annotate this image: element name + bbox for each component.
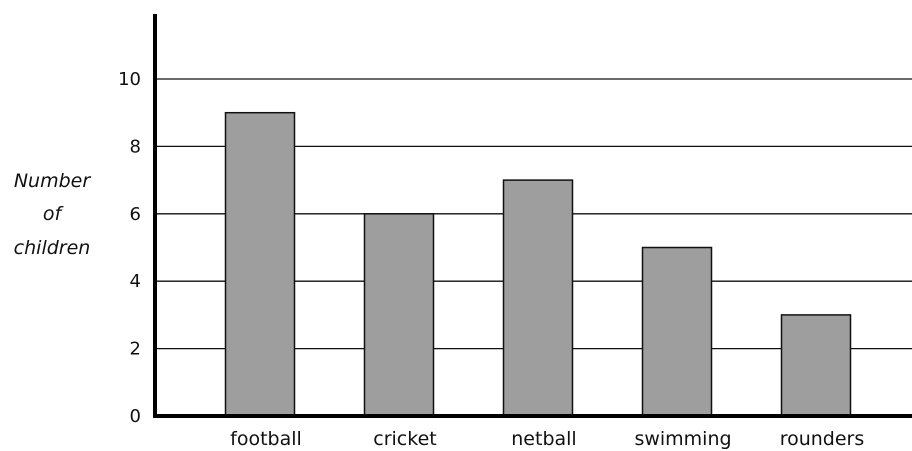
y-tick-labels: 0 2 4 6 8 10 <box>118 69 141 427</box>
y-tick-label: 10 <box>118 69 141 90</box>
y-tick-label: 4 <box>130 271 141 292</box>
bars <box>224 111 852 417</box>
x-tick-label: netball <box>511 428 576 450</box>
x-tick-label: swimming <box>634 428 731 450</box>
y-tick-label: 8 <box>130 136 141 157</box>
x-tick-labels: football cricket netball swimming rounders <box>230 428 864 450</box>
bar-cricket <box>363 213 435 417</box>
bar-swimming <box>641 246 713 417</box>
bar-netball <box>502 179 574 417</box>
y-tick-label: 2 <box>130 339 141 360</box>
axes <box>153 14 912 418</box>
x-tick-label: cricket <box>373 428 436 450</box>
y-axis-label-line-2: of <box>43 203 65 225</box>
bar-rounders <box>780 314 852 417</box>
y-tick-label: 6 <box>130 204 141 225</box>
x-tick-label: rounders <box>780 428 865 450</box>
bar-football <box>224 111 296 417</box>
y-axis-label-line-3: children <box>14 237 91 259</box>
y-tick-label: 0 <box>130 406 141 427</box>
y-axis-label-line-1: Number <box>14 170 92 192</box>
x-tick-label: football <box>230 428 302 450</box>
